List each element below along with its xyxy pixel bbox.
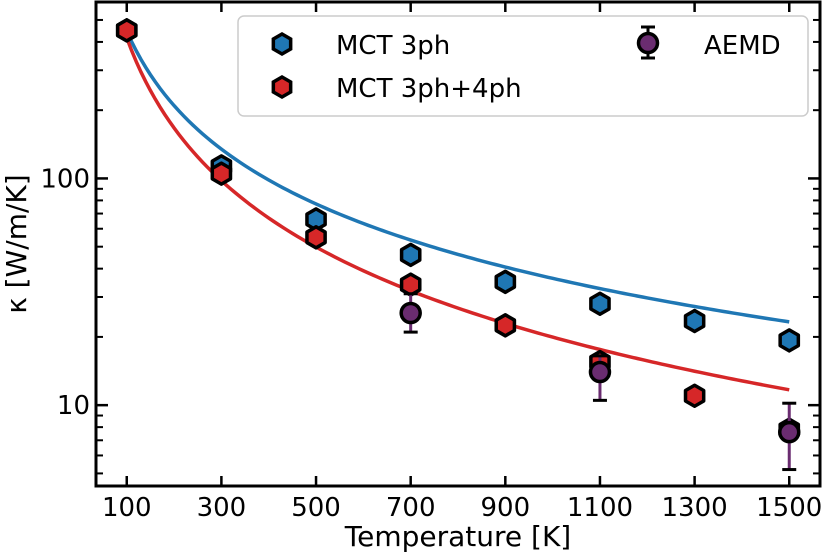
x-tick-label-6: 1300: [662, 493, 728, 523]
x-tick-label-2: 500: [291, 493, 341, 523]
x-tick-label-1: 300: [197, 493, 247, 523]
marker-series0-7: [778, 328, 801, 353]
x-tick-label-7: 1500: [756, 493, 822, 523]
legend-marker-aemd: [636, 31, 660, 55]
legend-marker-mct-3ph: [271, 31, 293, 57]
fit-lines: [125, 30, 790, 392]
marker-series1-3: [399, 272, 422, 297]
aemd-point-1: [588, 360, 612, 384]
marker-series0-3: [399, 242, 422, 268]
plot-frame: [94, 0, 822, 488]
y-tick-label-0: 10: [57, 391, 90, 421]
marker-series1-6: [683, 383, 706, 409]
x-axis-label: Temperature [K]: [344, 520, 571, 553]
legend-markers: [271, 25, 660, 100]
x-tick-label-0: 100: [102, 493, 152, 523]
marker-series0-5: [589, 291, 611, 317]
marker-series0-6: [683, 308, 706, 334]
legend-label-mct-3ph: MCT 3ph: [336, 31, 450, 61]
axis-ticks: 100 300 500 700 900 1100 1300 1500 10 100: [40, 2, 822, 523]
aemd-point-2: [777, 420, 801, 444]
legend-label-mct-3ph-4ph: MCT 3ph+4ph: [336, 74, 522, 104]
data-markers: [115, 18, 801, 472]
x-tick-label-4: 900: [480, 493, 530, 523]
marker-series1-0: [115, 18, 138, 43]
legend-box: [237, 15, 809, 117]
fit-line-1: [125, 37, 790, 392]
x-tick-label-5: 1100: [567, 493, 633, 523]
aemd-point-0: [399, 301, 422, 325]
legend: MCT 3ph MCT 3ph+4ph AEMD: [237, 15, 809, 117]
fit-line-0: [125, 30, 790, 324]
marker-series1-1: [210, 161, 233, 186]
marker-series1-2: [305, 225, 327, 250]
legend-label-aemd: AEMD: [704, 31, 781, 61]
y-tick-label-1: 100: [40, 164, 90, 194]
marker-series1-4: [494, 313, 517, 338]
x-tick-label-3: 700: [386, 493, 436, 523]
legend-marker-mct-3ph-4ph: [271, 74, 293, 100]
y-axis-label: κ [W/m/K]: [0, 174, 33, 313]
marker-series0-4: [494, 269, 517, 295]
